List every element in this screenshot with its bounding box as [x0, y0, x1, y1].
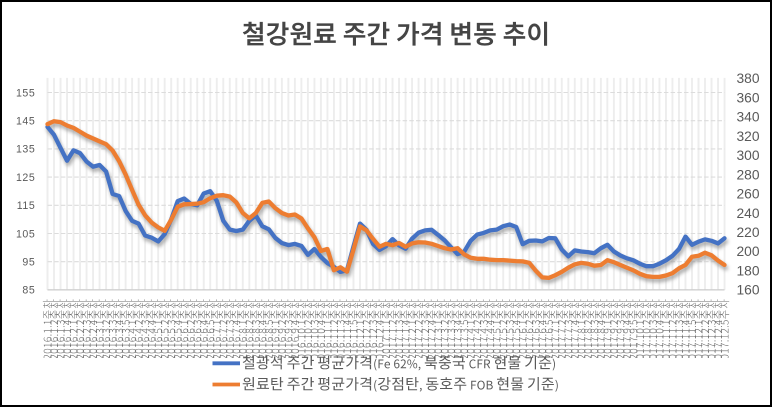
svg-text:95: 95 — [22, 257, 35, 269]
svg-text:145: 145 — [16, 116, 35, 128]
svg-text:360: 360 — [737, 90, 760, 105]
svg-text:125: 125 — [16, 172, 35, 184]
svg-text:380: 380 — [737, 71, 760, 86]
svg-text:280: 280 — [737, 167, 760, 182]
svg-text:180: 180 — [737, 264, 760, 279]
svg-text:220: 220 — [737, 225, 760, 240]
svg-text:135: 135 — [16, 144, 35, 156]
svg-text:160: 160 — [737, 283, 760, 298]
svg-text:340: 340 — [737, 110, 760, 125]
svg-text:200: 200 — [737, 244, 760, 259]
svg-text:260: 260 — [737, 187, 760, 202]
svg-text:320: 320 — [737, 129, 760, 144]
svg-text:105: 105 — [16, 228, 35, 240]
svg-text:240: 240 — [737, 206, 760, 221]
svg-text:115: 115 — [17, 200, 36, 212]
svg-text:300: 300 — [737, 148, 760, 163]
svg-text:155: 155 — [16, 87, 35, 99]
svg-text:85: 85 — [22, 285, 35, 297]
